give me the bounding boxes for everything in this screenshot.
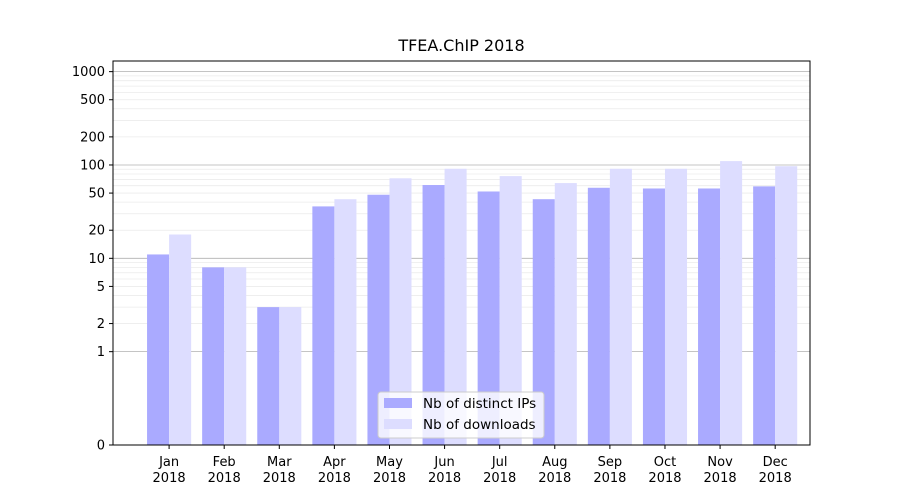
bar-distinct-ips [698,188,721,445]
bar-downloads [554,183,577,446]
legend-label: Nb of distinct IPs [423,396,536,412]
y-tick-label: 0 [97,439,105,454]
bar-distinct-ips [422,185,445,445]
bar-distinct-ips [532,199,555,445]
legend: Nb of distinct IPs Nb of downloads [377,391,545,439]
x-tick-label-year: 2018 [318,471,351,486]
bar-distinct-ips [367,194,390,445]
bar-distinct-ips [312,206,335,445]
legend-box [377,391,545,439]
x-tick-label-month: Aug [542,455,567,470]
chart-title: TFEA.ChIP 2018 [397,36,524,55]
x-tick-label-month: Sep [598,455,623,470]
x-tick-label-year: 2018 [153,471,186,486]
y-tick-label: 1000 [72,65,105,80]
x-tick-label-year: 2018 [373,471,406,486]
x-tick-label-month: Apr [323,455,346,470]
x-tick-label-month: Dec [763,455,788,470]
legend-swatch [384,398,412,408]
bar-downloads [720,161,743,446]
bar-distinct-ips [753,186,776,445]
legend-label: Nb of downloads [423,417,536,433]
bar-distinct-ips [642,188,665,445]
bar-distinct-ips [202,267,225,445]
y-tick-label: 100 [80,158,105,173]
bar-distinct-ips [147,254,170,445]
bar-downloads [664,168,688,446]
y-tick-label: 200 [80,130,105,145]
bar-distinct-ips [257,307,280,445]
x-tick-label-year: 2018 [704,471,737,486]
x-tick-label-month: May [376,455,403,470]
x-tick-label-month: Oct [654,455,676,470]
x-tick-label-year: 2018 [593,471,626,486]
bars [147,161,798,446]
x-tick-label-year: 2018 [208,471,241,486]
x-tick-label-year: 2018 [483,471,516,486]
y-tick-label: 1 [97,345,105,360]
y-tick-label: 500 [80,93,105,108]
x-tick-label-year: 2018 [759,471,792,486]
x-tick-label-year: 2018 [538,471,571,486]
y-axis: 0 1 2 5 10 20 50 100 200 500 1000 [72,65,113,454]
x-tick-label-month: Jul [491,455,508,470]
y-tick-label: 10 [88,252,105,267]
bar-downloads [609,168,632,446]
x-tick-label-month: Feb [213,455,236,470]
bar-downloads [499,176,522,445]
x-axis: Jan2018Feb2018Mar2018Apr2018May2018Jun20… [153,445,792,486]
bar-downloads [279,307,302,445]
legend-swatch [384,419,412,429]
plot-frame [112,60,811,446]
y-tick-label: 2 [97,317,105,332]
bar-distinct-ips [477,191,500,445]
x-tick-label-month: Mar [267,455,292,470]
x-tick-label-month: Jun [433,455,454,470]
y-tick-label: 5 [97,280,105,295]
y-tick-label: 20 [88,224,105,239]
bar-downloads [389,178,412,445]
y-tick-label: 50 [88,187,105,202]
x-tick-label-month: Jan [158,455,179,470]
x-tick-label-year: 2018 [428,471,461,486]
bar-downloads [775,166,798,446]
bar-distinct-ips [587,187,610,445]
x-tick-label-year: 2018 [648,471,681,486]
bar-downloads [444,168,467,446]
x-tick-label-month: Nov [707,455,733,470]
bar-downloads [169,234,192,445]
x-tick-label-year: 2018 [263,471,296,486]
bar-downloads [334,199,357,445]
bar-downloads [224,267,247,445]
